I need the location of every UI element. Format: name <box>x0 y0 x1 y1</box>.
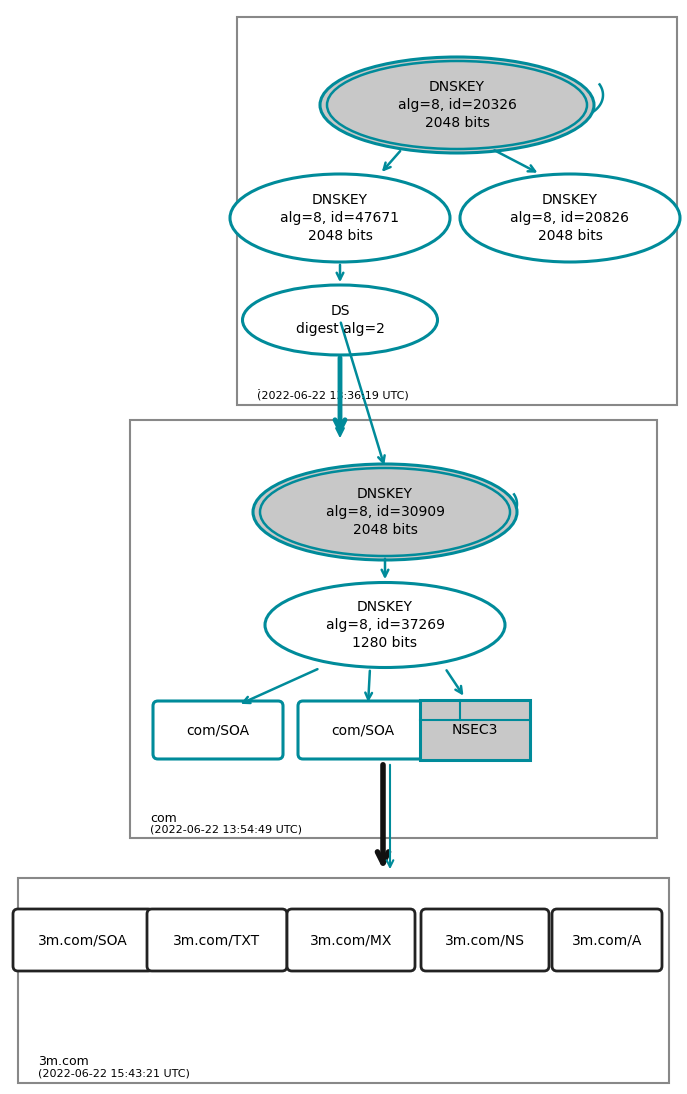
FancyBboxPatch shape <box>13 909 153 971</box>
FancyBboxPatch shape <box>421 909 549 971</box>
Bar <box>130 420 657 838</box>
Text: (2022-06-22 13:54:49 UTC): (2022-06-22 13:54:49 UTC) <box>150 824 302 834</box>
Ellipse shape <box>243 286 438 354</box>
FancyBboxPatch shape <box>147 909 287 971</box>
Bar <box>18 878 669 1083</box>
Text: DNSKEY
alg=8, id=20326
2048 bits: DNSKEY alg=8, id=20326 2048 bits <box>398 80 517 130</box>
Ellipse shape <box>253 464 517 560</box>
Ellipse shape <box>320 57 594 153</box>
FancyBboxPatch shape <box>298 701 428 759</box>
Text: NSEC3: NSEC3 <box>452 723 498 737</box>
Ellipse shape <box>230 174 450 261</box>
Ellipse shape <box>460 174 680 261</box>
Text: .: . <box>257 380 261 393</box>
Text: DNSKEY
alg=8, id=20826
2048 bits: DNSKEY alg=8, id=20826 2048 bits <box>510 193 629 243</box>
Text: com/SOA: com/SOA <box>331 723 394 737</box>
Text: DNSKEY
alg=8, id=37269
1280 bits: DNSKEY alg=8, id=37269 1280 bits <box>326 600 444 651</box>
Ellipse shape <box>265 582 505 667</box>
FancyBboxPatch shape <box>552 909 662 971</box>
Text: 3m.com/MX: 3m.com/MX <box>310 933 392 947</box>
Text: (2022-06-22 15:43:21 UTC): (2022-06-22 15:43:21 UTC) <box>38 1068 190 1078</box>
Text: 3m.com/NS: 3m.com/NS <box>445 933 525 947</box>
Text: DNSKEY
alg=8, id=30909
2048 bits: DNSKEY alg=8, id=30909 2048 bits <box>326 487 444 537</box>
Text: 3m.com: 3m.com <box>38 1055 89 1068</box>
Text: 3m.com/TXT: 3m.com/TXT <box>173 933 260 947</box>
Text: com/SOA: com/SOA <box>186 723 249 737</box>
Bar <box>237 18 677 405</box>
Text: com: com <box>150 812 177 825</box>
Text: 3m.com/SOA: 3m.com/SOA <box>38 933 128 947</box>
Text: 3m.com/A: 3m.com/A <box>572 933 642 947</box>
FancyBboxPatch shape <box>153 701 283 759</box>
Bar <box>420 700 530 760</box>
Text: DS
digest alg=2: DS digest alg=2 <box>295 304 385 336</box>
Text: DNSKEY
alg=8, id=47671
2048 bits: DNSKEY alg=8, id=47671 2048 bits <box>280 193 400 243</box>
Text: (2022-06-22 13:36:19 UTC): (2022-06-22 13:36:19 UTC) <box>257 391 409 401</box>
FancyBboxPatch shape <box>287 909 415 971</box>
